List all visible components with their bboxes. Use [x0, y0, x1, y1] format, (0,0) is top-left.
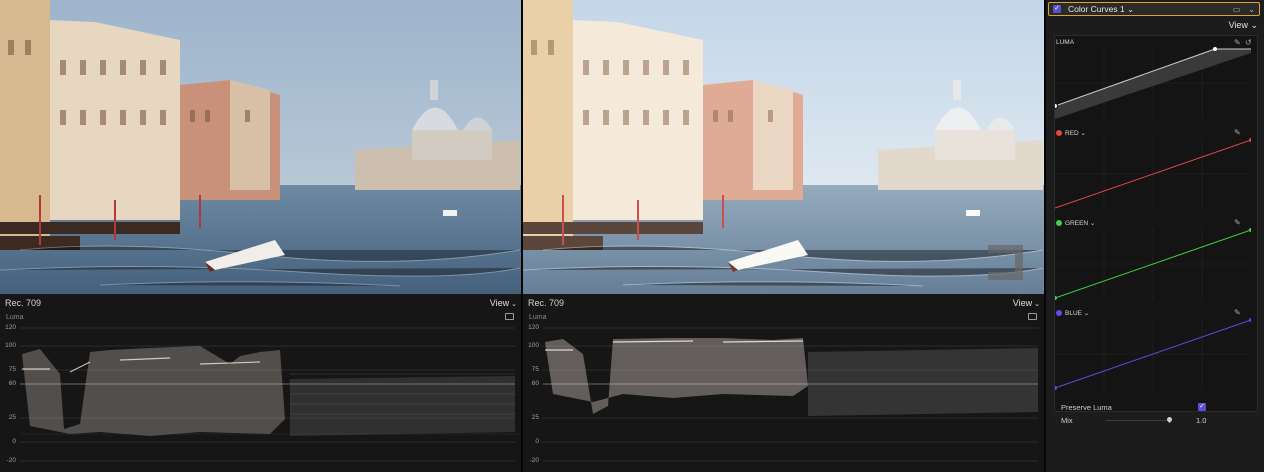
- scope-tick: 25: [8, 414, 16, 421]
- chevron-down-icon: ⌄: [511, 301, 517, 308]
- scope-tick: 0: [535, 438, 539, 445]
- preserve-luma-label: Preserve Luma: [1061, 403, 1112, 412]
- eyedropper-icon[interactable]: ✎: [1234, 308, 1241, 317]
- viewer-corrected[interactable]: [523, 0, 1044, 294]
- mask-icon[interactable]: ▭: [1232, 5, 1241, 14]
- scope-mode-label: Luma: [6, 314, 24, 321]
- scope-tick: 75: [531, 366, 539, 373]
- scope-tick: 120: [5, 324, 16, 331]
- curve-control-point: [1213, 47, 1217, 51]
- waveform-scope-corrected[interactable]: Rec. 709 View ⌄ Luma 120 100 75 60 25 0 -…: [523, 294, 1044, 472]
- blue-dot-icon: [1056, 310, 1062, 316]
- scope-tick: -20: [529, 457, 539, 464]
- mix-label: Mix: [1061, 416, 1073, 425]
- venice-image-original: [0, 0, 521, 294]
- effect-enable-checkbox[interactable]: ✓: [1053, 5, 1061, 13]
- mix-slider-thumb[interactable]: [1165, 415, 1174, 424]
- scope-colorspace-label: Rec. 709: [528, 298, 565, 308]
- curve-control-point: [1055, 103, 1058, 109]
- options-icon[interactable]: ⌄: [1248, 5, 1255, 14]
- scope-colorspace-label: Rec. 709: [5, 298, 42, 308]
- scope-header: Rec. 709 View ⌄: [527, 298, 1040, 312]
- scope-tick: 100: [5, 342, 16, 349]
- preserve-luma-checkbox[interactable]: ✓: [1198, 403, 1206, 411]
- eyedropper-icon[interactable]: ✎: [1234, 128, 1241, 137]
- red-curve-graph[interactable]: [1055, 138, 1251, 210]
- scope-tick: 60: [531, 380, 539, 387]
- venice-image-corrected: [523, 0, 1044, 294]
- eyedropper-icon[interactable]: ✎: [1234, 38, 1241, 47]
- mix-slider-track[interactable]: [1106, 420, 1170, 421]
- effect-header-icons: ▭ ⌄: [1225, 5, 1255, 14]
- inspector-divider: [1044, 0, 1046, 472]
- green-curve-label: GREEN ⌄: [1056, 219, 1095, 227]
- luma-waveform: [543, 327, 1038, 462]
- scope-tick: -20: [6, 457, 16, 464]
- waveform-scope-original[interactable]: Rec. 709 View ⌄ Luma 120 100 75 60 25 0 -…: [0, 294, 521, 472]
- luma-curve-label: LUMA: [1056, 39, 1075, 46]
- green-curve-graph[interactable]: [1055, 228, 1251, 300]
- inspector-view-menu[interactable]: View ⌄: [1228, 20, 1258, 30]
- scope-view-menu[interactable]: View ⌄: [489, 298, 517, 308]
- scope-tick: 75: [8, 366, 16, 373]
- mix-value[interactable]: 1.0: [1196, 416, 1207, 425]
- eyedropper-icon[interactable]: ✎: [1234, 218, 1241, 227]
- scope-mode-label: Luma: [529, 314, 547, 321]
- scope-tick: 25: [531, 414, 539, 421]
- chevron-down-icon: ⌄: [1034, 301, 1040, 308]
- luma-waveform: [20, 327, 520, 462]
- color-curves-inspector: ✓ Color Curves 1 ⌄ ▭ ⌄ View ⌄ LUMA ✎ ↺ RE…: [1046, 0, 1264, 472]
- blue-curve-label: BLUE ⌄: [1056, 309, 1089, 317]
- red-curve-label: RED ⌄: [1056, 129, 1086, 137]
- scope-view-menu[interactable]: View ⌄: [1012, 298, 1040, 308]
- effect-title-menu[interactable]: Color Curves 1 ⌄: [1068, 4, 1135, 14]
- red-dot-icon: [1056, 130, 1062, 136]
- scope-tick: 60: [8, 380, 16, 387]
- scope-tick: 120: [528, 324, 539, 331]
- scope-tick: 0: [12, 438, 16, 445]
- green-dot-icon: [1056, 220, 1062, 226]
- viewer-original[interactable]: [0, 0, 521, 294]
- scope-settings-icon[interactable]: [505, 313, 514, 320]
- viewer-divider: [521, 0, 523, 472]
- reset-icon[interactable]: ↺: [1245, 38, 1252, 47]
- blue-curve-graph[interactable]: [1055, 318, 1251, 390]
- scope-tick: 100: [528, 342, 539, 349]
- effect-header[interactable]: ✓ Color Curves 1 ⌄ ▭ ⌄: [1048, 2, 1260, 16]
- scope-header: Rec. 709 View ⌄: [4, 298, 517, 312]
- scope-settings-icon[interactable]: [1028, 313, 1037, 320]
- luma-curve-graph[interactable]: [1055, 47, 1251, 119]
